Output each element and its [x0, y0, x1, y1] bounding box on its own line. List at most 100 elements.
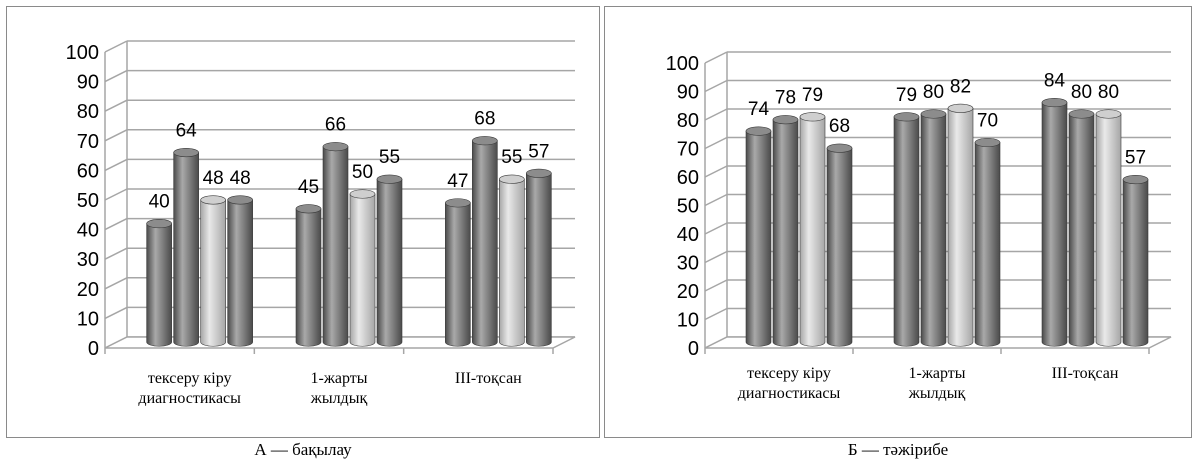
bar-body	[974, 142, 1001, 347]
bar-top	[745, 126, 772, 136]
bar-top	[1041, 98, 1068, 108]
data-label: 82	[950, 76, 971, 97]
data-label: 40	[149, 192, 170, 213]
chart-panel-experiment: 0 10 20 30 40 50 60 70 80 90 100 74 78 79 68 тексеру кі…	[604, 6, 1192, 438]
y-tick-label: 20	[677, 281, 699, 303]
gridline-side	[704, 222, 728, 235]
gridline-side	[704, 165, 728, 178]
data-label: 74	[748, 99, 770, 120]
bar-top	[472, 136, 498, 146]
bar	[472, 136, 498, 347]
bar-body	[826, 147, 853, 347]
y-tick-label: 90	[677, 82, 699, 104]
bar-top	[1095, 109, 1122, 119]
bar-top	[772, 115, 799, 125]
y-tick-label: 0	[88, 338, 99, 360]
y-tick-label: 30	[677, 253, 699, 275]
data-label: 66	[325, 115, 346, 136]
bar	[295, 204, 322, 347]
bar-top	[200, 195, 226, 205]
bar-body	[1068, 113, 1095, 347]
bar-body	[349, 193, 376, 347]
y-tick-label: 80	[677, 110, 699, 132]
y-tick-label: 60	[677, 167, 699, 189]
bar	[745, 126, 772, 347]
y-tick-label: 10	[677, 310, 699, 332]
bar-body	[472, 140, 498, 347]
bar	[200, 195, 226, 347]
gridline-side	[104, 247, 128, 260]
bar-body	[445, 202, 471, 347]
y-tick-label: 100	[666, 53, 699, 75]
bar-body	[772, 119, 799, 347]
bar-body	[745, 130, 772, 347]
bar-body	[227, 199, 253, 347]
data-label: 55	[379, 147, 400, 168]
x-category-label: жылдық	[908, 385, 966, 402]
bar	[173, 148, 199, 347]
gridline-side	[104, 69, 128, 83]
x-category-label: диагностикасы	[138, 390, 241, 407]
data-label: 45	[298, 177, 319, 198]
bar-top	[526, 168, 552, 178]
gridline-side	[704, 279, 728, 292]
bar	[974, 137, 1001, 347]
gridline-side	[104, 306, 128, 320]
bar	[893, 112, 920, 347]
bar-body	[376, 178, 403, 347]
data-label: 68	[474, 109, 495, 130]
bar-top	[146, 219, 172, 229]
data-label: 80	[1071, 82, 1092, 103]
bar-body	[322, 146, 349, 347]
y-tick-label: 80	[77, 101, 99, 123]
x-category-label: 1-жарты	[310, 370, 367, 387]
bar-body	[526, 172, 552, 347]
bar-top	[1122, 175, 1149, 185]
bar-body	[173, 152, 199, 347]
data-label: 48	[230, 168, 251, 189]
gridline-side	[104, 40, 128, 53]
gridline-side	[104, 277, 128, 290]
gridline-side	[704, 193, 728, 207]
bar	[1041, 98, 1068, 347]
bar-top	[974, 137, 1001, 148]
y-tick-label: 90	[77, 72, 99, 94]
data-label: 80	[923, 82, 944, 103]
gridline-side	[104, 129, 128, 142]
x-category-label: ІІІ-тоқсан	[455, 370, 522, 387]
bar-top	[227, 195, 253, 205]
gridline-side	[704, 250, 728, 264]
bar	[445, 198, 471, 347]
bar-body	[799, 116, 826, 347]
x-category-label: жылдық	[310, 390, 368, 407]
bar	[1095, 109, 1122, 347]
bar-body	[1122, 179, 1149, 347]
bar-top	[173, 148, 199, 158]
y-tick-label: 40	[77, 220, 99, 242]
bar-top	[499, 174, 525, 184]
bar	[826, 143, 853, 347]
bar	[1122, 175, 1149, 347]
gridline-side	[104, 188, 128, 201]
gridline-side	[104, 99, 128, 112]
bar-top	[295, 204, 322, 214]
y-tick-label: 70	[677, 139, 699, 161]
bar	[349, 189, 376, 347]
data-label: 84	[1044, 71, 1066, 92]
y-tick-label: 50	[77, 190, 99, 212]
bar-body	[200, 199, 226, 347]
data-label: 55	[501, 147, 522, 168]
bar	[146, 219, 172, 347]
x-category-label: диагностикасы	[738, 385, 841, 402]
data-label: 57	[528, 141, 549, 162]
bar	[499, 174, 525, 347]
y-tick-label: 30	[77, 249, 99, 271]
chart-panel-control: 0 10 20 30 40 50 60 70 80 90 100 40 64 48 48 тексеру кі…	[6, 6, 600, 438]
x-category-label: ІІІ-тоқсан	[1052, 365, 1119, 382]
bar-body	[947, 108, 974, 347]
y-tick-label: 70	[77, 131, 99, 153]
data-label: 79	[802, 85, 823, 106]
y-tick-label: 50	[677, 196, 699, 218]
caption-experiment: Б — тәжірибе	[847, 440, 949, 459]
